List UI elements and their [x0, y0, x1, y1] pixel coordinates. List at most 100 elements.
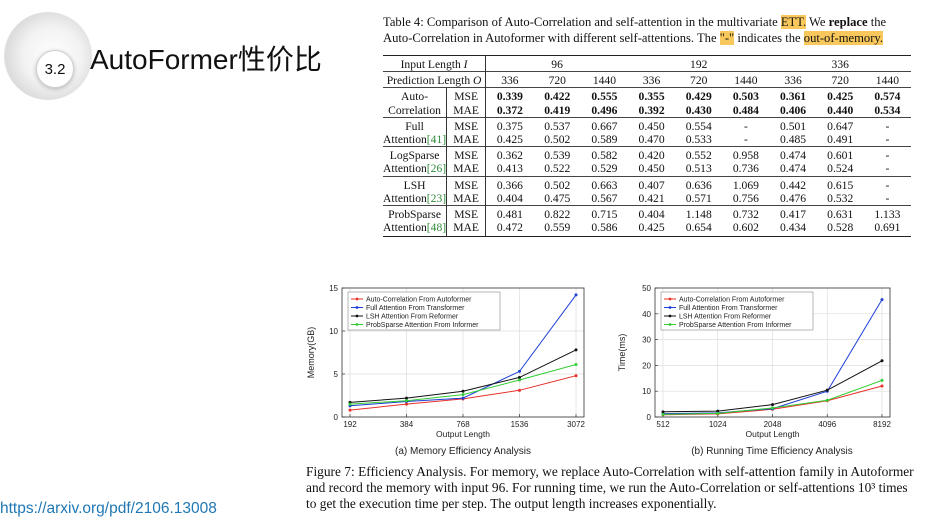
table-value: 0.574: [863, 87, 911, 104]
table-value: 0.481: [485, 205, 534, 222]
table-value: -: [743, 133, 748, 147]
table-value: -: [885, 191, 890, 205]
legend-marker: [668, 323, 672, 326]
data-point: [574, 293, 578, 297]
method-reference[interactable]: [26]: [426, 162, 447, 176]
table-value: 0.496: [591, 103, 618, 117]
legend-label: Full Attention From Transformer: [679, 305, 778, 312]
table-value: 0.419: [544, 103, 571, 117]
x-tick-label: 512: [656, 420, 670, 429]
table-row: Attention[48] MAE 0.472 0.559 0.586 0.425 0.65…: [383, 221, 911, 238]
data-point: [518, 388, 521, 392]
y-tick-label: 20: [642, 361, 651, 370]
table-value: 0.524: [827, 162, 854, 176]
prediction-length-value: 1440: [580, 71, 628, 88]
method-name-line: Auto-: [401, 90, 429, 104]
table-value: 0.654: [675, 221, 723, 238]
table-value: 0.529: [591, 162, 618, 176]
table-value: 0.472: [485, 221, 534, 238]
table-value: 0.475: [544, 191, 571, 205]
table-value: 0.503: [722, 87, 770, 104]
table-value: 0.601: [816, 146, 864, 163]
table-value: 0.539: [533, 146, 581, 163]
table-value: 0.502: [544, 133, 571, 147]
y-tick-label: 40: [642, 310, 651, 319]
table-value: 0.615: [816, 175, 864, 192]
method-name: Attention[48]: [383, 221, 447, 238]
prediction-length-symbol: O: [473, 74, 482, 88]
method-reference[interactable]: [48]: [426, 221, 447, 235]
metric-label: MAE: [446, 162, 487, 177]
table-value: 0.533: [685, 133, 712, 147]
legend-label: Full Attention From Transformer: [366, 305, 465, 312]
x-tick-label: 1536: [511, 420, 529, 429]
method-name-line: Attention: [383, 133, 427, 147]
y-tick-label: 50: [642, 284, 651, 293]
table-value: 0.422: [533, 87, 581, 104]
table-caption: Table 4: Comparison of Auto-Correlation …: [383, 14, 911, 46]
x-tick-label: 4096: [818, 420, 836, 429]
method-name-line: Attention: [383, 191, 427, 205]
table-value: 0.417: [769, 205, 817, 222]
table-value: 0.501: [769, 116, 817, 134]
table-value: -: [863, 175, 911, 192]
data-point: [574, 363, 578, 367]
runtime-chart: 0 10 20 30 40 50 512 1024 2048 4096 8192 Output Len…: [617, 284, 891, 457]
table-value: 0.555: [580, 87, 628, 104]
data-point: [405, 399, 408, 403]
table-row: Attention[23] MAE 0.404 0.475 0.567 0.421 0.57…: [383, 191, 911, 206]
data-point: [771, 403, 774, 407]
table-value: 0.586: [580, 221, 628, 238]
prediction-length-value: 720: [533, 71, 581, 88]
table-value: 0.404: [496, 191, 523, 205]
table-value: 0.421: [638, 191, 665, 205]
data-point: [348, 402, 352, 406]
table-value: 0.392: [638, 103, 665, 117]
method-reference[interactable]: [41]: [426, 133, 447, 147]
table-value: 0.420: [628, 146, 676, 163]
table-value: 0.361: [769, 87, 817, 104]
table-value: 0.339: [485, 87, 534, 104]
table-value: 0.736: [732, 162, 759, 176]
metric-label: MSE: [446, 146, 487, 163]
caption-part: out-of-memory.: [803, 31, 884, 45]
y-axis-label: Time(ms): [617, 334, 627, 372]
results-table: Input Length I 96 192 336 Prediction Length …: [383, 54, 911, 238]
metric-label: MSE: [446, 205, 487, 222]
method-name: Attention[41]: [383, 133, 447, 147]
table-value: 0.537: [533, 116, 581, 134]
metric-label: MSE: [446, 116, 487, 134]
prediction-length-value: 336: [628, 71, 676, 88]
caption-part: replace: [828, 15, 868, 29]
table-value: 0.513: [685, 162, 712, 176]
table-value: 0.554: [675, 116, 723, 134]
table-value: -: [722, 116, 770, 134]
legend-label: LSH Attention From Reformer: [679, 314, 772, 321]
table-row: LSH MSE 0.366 0.502 0.663 0.407 0.636 1.069 0.44…: [383, 175, 911, 192]
legend-label: Auto-Correlation From Autoformer: [366, 297, 472, 304]
legend-box: [660, 291, 814, 331]
table-value: 0.407: [628, 175, 676, 192]
y-tick-label: 10: [642, 387, 651, 396]
data-point: [405, 402, 408, 406]
input-length-value: 192: [628, 54, 770, 72]
metric-label: MAE: [446, 103, 487, 118]
data-point: [880, 298, 884, 302]
slide-title: AutoFormer性价比: [90, 44, 322, 75]
method-reference[interactable]: [23]: [426, 191, 447, 205]
table-value: 0.355: [628, 87, 676, 104]
table-value: 1.069: [722, 175, 770, 192]
data-point: [880, 384, 884, 388]
table-value: 0.528: [816, 221, 864, 238]
table-value: 0.567: [591, 191, 618, 205]
table-value: 0.631: [816, 205, 864, 222]
data-point: [461, 396, 465, 400]
table-value: -: [885, 133, 890, 147]
x-tick-label: 3072: [567, 420, 585, 429]
prediction-length-value: 720: [816, 71, 864, 88]
source-link[interactable]: https://arxiv.org/pdf/2106.13008: [0, 500, 217, 517]
table-value: 0.413: [496, 162, 523, 176]
figure-caption: Figure 7: Efficiency Analysis. For memor…: [306, 464, 914, 511]
data-point: [661, 412, 665, 416]
x-tick-label: 768: [456, 420, 470, 429]
